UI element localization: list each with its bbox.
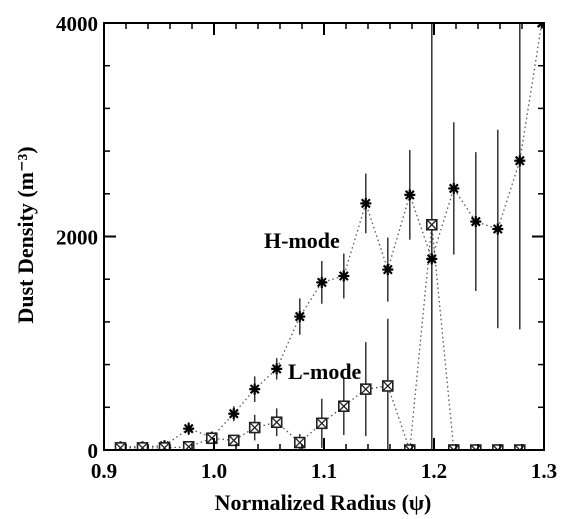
marker-cross <box>404 444 411 450</box>
point-h-mode <box>183 423 195 435</box>
point-h-mode <box>316 276 328 288</box>
point-l-mode <box>359 383 372 395</box>
marker-cross <box>448 444 455 450</box>
point-h-mode <box>249 383 261 395</box>
data-markers <box>114 23 544 450</box>
point-h-mode <box>536 23 544 29</box>
y-tick-label: 0 <box>88 439 99 463</box>
marker-box <box>469 444 482 450</box>
marker-cross <box>518 444 526 450</box>
marker-asterisk-stroke <box>316 277 327 288</box>
axes <box>103 22 545 451</box>
marker-cross <box>206 432 218 444</box>
marker-cross <box>184 441 195 450</box>
point-l-mode <box>293 436 306 449</box>
marker-asterisk-stroke <box>426 254 437 264</box>
marker-cross <box>228 434 240 446</box>
tick-labels: 0.9 1.0 1.1 1.2 1.3 0 2000 4000 <box>56 12 557 483</box>
y-axis-title: Dust Density (m⁻³) <box>13 146 38 323</box>
point-l-mode <box>114 442 127 450</box>
point-l-mode <box>206 432 218 445</box>
series-line-l-mode <box>120 224 520 450</box>
point-l-mode <box>158 442 171 450</box>
annotation-l-mode: L-mode <box>288 359 362 384</box>
point-l-mode <box>513 444 526 450</box>
series-line-h-mode <box>120 23 543 448</box>
point-h-mode <box>492 223 504 235</box>
marker-asterisk-stroke <box>448 183 459 194</box>
x-tick-label: 1.3 <box>531 459 557 483</box>
marker-asterisk-stroke <box>271 363 282 374</box>
marker-box <box>447 444 460 450</box>
marker-cross <box>382 380 394 392</box>
error-bars <box>187 23 521 450</box>
marker-cross <box>474 444 482 450</box>
annotation-h-mode: H-mode <box>264 228 340 253</box>
point-l-mode <box>136 442 149 450</box>
marker-asterisk-stroke <box>249 384 260 395</box>
marker-cross <box>514 444 521 450</box>
point-h-mode <box>404 189 416 201</box>
point-l-mode <box>403 444 416 450</box>
point-h-mode <box>271 363 283 375</box>
marker-asterisk-stroke <box>514 155 525 166</box>
marker-cross <box>496 444 504 450</box>
marker-cross <box>452 444 460 450</box>
point-h-mode <box>382 264 394 276</box>
marker-cross <box>117 442 126 450</box>
point-l-mode <box>337 400 350 413</box>
point-l-mode <box>447 444 460 450</box>
marker-cross <box>294 437 306 448</box>
marker-asterisk-stroke <box>382 264 393 275</box>
marker-asterisk-stroke <box>338 271 349 281</box>
point-l-mode <box>228 434 240 447</box>
x-tick-label: 1.0 <box>201 459 227 483</box>
point-h-mode <box>514 155 526 167</box>
marker-box <box>491 444 504 450</box>
marker-box <box>403 444 416 450</box>
marker-asterisk-stroke <box>536 23 544 28</box>
point-l-mode <box>425 218 438 231</box>
point-l-mode <box>270 416 283 429</box>
point-l-mode <box>469 444 482 450</box>
point-h-mode <box>448 182 460 194</box>
point-h-mode <box>360 197 372 209</box>
marker-asterisk-stroke <box>470 216 481 227</box>
point-h-mode <box>294 311 306 323</box>
marker-asterisk-stroke <box>228 408 239 419</box>
marker-cross <box>161 442 170 450</box>
marker-cross <box>271 416 283 428</box>
x-tick-label: 1.1 <box>311 459 337 483</box>
marker-asterisk-stroke <box>183 423 194 434</box>
x-axis-title: Normalized Radius (ψ) <box>215 490 432 515</box>
marker-cross <box>316 417 328 429</box>
marker-cross <box>249 422 261 434</box>
point-h-mode <box>338 270 350 282</box>
marker-cross <box>426 219 438 231</box>
point-l-mode <box>381 380 394 392</box>
point-h-mode <box>228 408 240 420</box>
marker-cross <box>360 383 372 395</box>
marker-cross <box>492 444 499 450</box>
point-l-mode <box>315 417 328 430</box>
marker-cross <box>470 444 477 450</box>
marker-asterisk-stroke <box>492 224 503 234</box>
point-l-mode <box>248 421 261 434</box>
marker-cross <box>408 444 416 450</box>
marker-cross <box>139 442 148 450</box>
marker-asterisk-stroke <box>360 198 371 209</box>
point-h-mode <box>426 253 438 265</box>
marker-box <box>513 444 526 450</box>
marker-asterisk-stroke <box>404 189 415 200</box>
y-tick-label: 2000 <box>56 226 98 250</box>
marker-asterisk-stroke <box>294 311 305 322</box>
marker-cross <box>338 400 350 412</box>
point-l-mode <box>182 440 195 450</box>
y-tick-label: 4000 <box>56 12 98 36</box>
x-tick-label: 1.2 <box>421 459 447 483</box>
x-tick-label: 0.9 <box>91 459 117 483</box>
point-h-mode <box>470 216 482 228</box>
point-l-mode <box>491 444 504 450</box>
